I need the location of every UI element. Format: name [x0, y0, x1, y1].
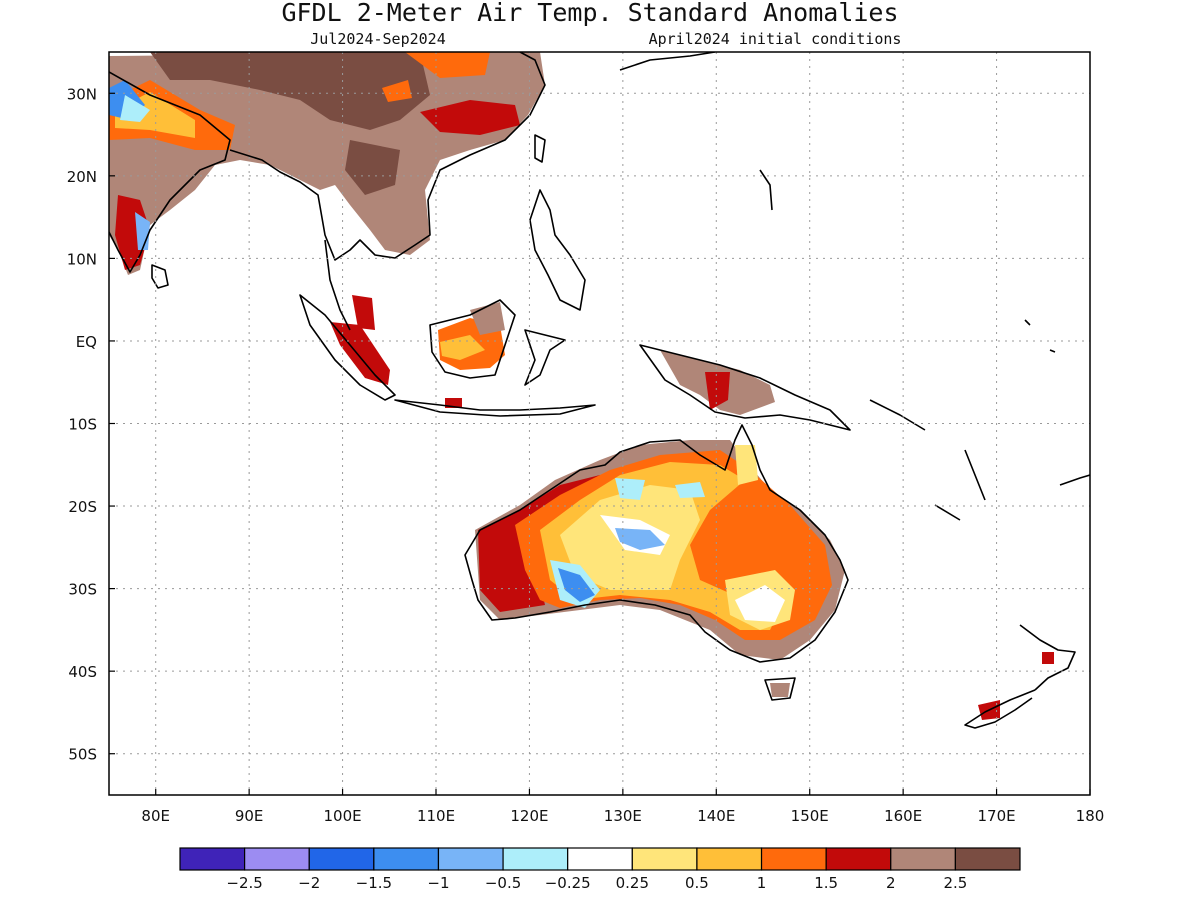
coastline-fiji	[1059, 474, 1090, 486]
legend-label: −0.25	[545, 874, 591, 892]
coastline-sri-lanka	[151, 264, 169, 289]
legend-swatch	[308, 847, 375, 871]
legend-label: 0.25	[616, 874, 649, 892]
lon-tick-label: 140E	[697, 807, 735, 825]
lat-tick-label: 30N	[67, 85, 97, 103]
coastline-nz-north	[1019, 624, 1076, 691]
coastline-tasmania	[764, 677, 796, 701]
legend-label: −0.5	[485, 874, 521, 892]
lat-tick-label: 50S	[68, 746, 97, 764]
anomaly-field	[109, 52, 1054, 720]
lat-tick-label: 20N	[67, 168, 97, 186]
legend-label: −1.5	[356, 874, 392, 892]
coastline-asia-mainland	[109, 52, 546, 273]
coastline-japan	[619, 52, 716, 71]
anomaly-region-sumatra-2	[352, 295, 375, 330]
forecast-period: Jul2024-Sep2024	[310, 30, 445, 48]
lon-tick-label: 100E	[324, 807, 362, 825]
anomaly-region-asia-strong	[150, 52, 430, 130]
lat-tick-label: 40S	[68, 663, 97, 681]
anomaly-region-cape-york	[735, 445, 758, 485]
figure-title: GFDL 2-Meter Air Temp. Standard Anomalie…	[281, 0, 898, 27]
lon-tick-label: 130E	[604, 807, 642, 825]
legend-label: −2	[298, 874, 320, 892]
legend-swatch	[954, 847, 1021, 871]
graticule-grid	[109, 52, 1090, 795]
coastlines	[109, 52, 1090, 729]
anomaly-region-australia-center-blue	[615, 528, 665, 550]
anomaly-region-asia	[109, 52, 545, 275]
lon-tick-label: 90E	[235, 807, 264, 825]
lat-tick-label: 30S	[68, 581, 97, 599]
legend-swatch	[567, 847, 633, 871]
legend-swatch	[631, 847, 698, 871]
anomaly-region-china-spot	[382, 80, 412, 102]
color-legend: −2.5 −2 −1.5 −1 −0.5 −0.25 0.25 0.5 1 1.5 2 2.5	[179, 847, 1021, 892]
anomaly-region-australia-north-blue2	[675, 482, 705, 498]
lat-tick-label: 10N	[67, 250, 97, 268]
legend-swatch	[502, 847, 569, 871]
legend-swatch	[244, 847, 310, 871]
anomaly-region-tasmania	[770, 683, 790, 697]
coastline-sumatra	[299, 294, 396, 401]
lon-tick-label: 110E	[417, 807, 455, 825]
coastline-java	[394, 399, 596, 417]
anomaly-region-india-cold-light	[120, 95, 150, 122]
map-axes: 80E 90E 100E 110E 120E 130E 140E 150E 160E 170E 18…	[67, 85, 1105, 825]
legend-swatch	[825, 847, 892, 871]
lon-tick-label: 160E	[884, 807, 922, 825]
legend-swatch	[437, 847, 504, 871]
legend-label: 0.5	[685, 874, 709, 892]
initial-conditions: April2024 initial conditions	[649, 30, 902, 48]
legend-swatch	[760, 847, 827, 871]
lon-tick-label: 180	[1076, 807, 1105, 825]
anomaly-region-sumatra	[330, 322, 390, 385]
coastline-malay-peninsula	[324, 239, 351, 331]
anomaly-region-china-hot2	[405, 52, 490, 78]
coastline-islands-pacific	[759, 169, 1056, 353]
anomaly-region-nz-north	[1042, 652, 1054, 664]
anomaly-region-china-hot	[420, 100, 520, 135]
legend-swatch	[890, 847, 956, 871]
legend-label: 1.5	[814, 874, 838, 892]
lat-tick-label: 20S	[68, 498, 97, 516]
lon-tick-label: 120E	[510, 807, 548, 825]
coastline-solomons	[869, 399, 986, 521]
coastline-new-guinea	[639, 344, 851, 431]
legend-swatch	[373, 847, 440, 871]
anomaly-region-australia-sw-cold-strong	[558, 568, 595, 602]
legend-label: 2.5	[943, 874, 967, 892]
legend-label: 2	[886, 874, 896, 892]
coastline-taiwan	[534, 134, 546, 163]
coastline-nz-south	[964, 689, 1036, 729]
legend-label: −1	[427, 874, 449, 892]
anomaly-region-indochina	[345, 140, 400, 195]
lat-tick-label: 10S	[68, 416, 97, 434]
anomaly-region-new-guinea-hot	[705, 372, 730, 410]
lon-tick-label: 80E	[141, 807, 170, 825]
lon-tick-label: 170E	[978, 807, 1016, 825]
lon-tick-label: 150E	[791, 807, 829, 825]
legend-label: −2.5	[226, 874, 262, 892]
coastline-australia	[464, 424, 849, 663]
legend-swatch	[179, 847, 246, 871]
coastline-sulawesi	[524, 329, 566, 386]
coastline-philippines	[529, 189, 586, 311]
legend-label: 1	[757, 874, 767, 892]
legend-swatch	[696, 847, 763, 871]
coastline-borneo	[429, 299, 516, 379]
lat-tick-label: EQ	[76, 333, 97, 351]
anomaly-region-australia-east-white	[735, 585, 785, 622]
